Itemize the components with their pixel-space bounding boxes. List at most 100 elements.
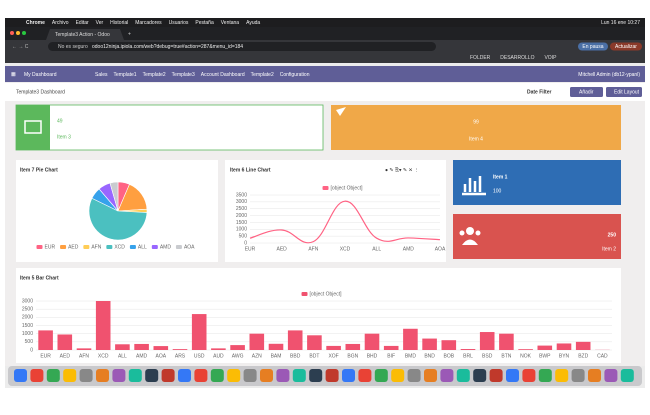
dock-icon[interactable] bbox=[47, 369, 60, 382]
tile-value: 99 bbox=[473, 119, 479, 125]
dock-icon[interactable] bbox=[129, 369, 142, 382]
url[interactable]: odoo12ninja.ipiola.com/web?debug=true#ac… bbox=[92, 44, 243, 50]
dock-icon[interactable] bbox=[211, 369, 224, 382]
dock-icon[interactable] bbox=[293, 369, 306, 382]
bar bbox=[307, 335, 322, 350]
dock-icon[interactable] bbox=[391, 369, 404, 382]
dock-icon[interactable] bbox=[244, 369, 257, 382]
x-tick-label: USD bbox=[194, 353, 205, 359]
bookmark[interactable]: FOLDER bbox=[470, 55, 491, 61]
dock-icon[interactable] bbox=[408, 369, 421, 382]
dock-icon[interactable] bbox=[96, 369, 109, 382]
security[interactable]: No es seguro bbox=[58, 44, 88, 50]
x-tick-label: AFN bbox=[308, 246, 318, 252]
dock-icon[interactable] bbox=[572, 369, 585, 382]
panel-tools[interactable]: ● ✎ ⎘▾ ✎ ✕ ⋮ bbox=[385, 167, 419, 173]
legend-swatch bbox=[302, 292, 308, 296]
dock-icon[interactable] bbox=[621, 369, 634, 382]
legend-label: [object Object] bbox=[331, 185, 364, 191]
x-tick-label: BOB bbox=[444, 353, 455, 359]
dock-icon[interactable] bbox=[506, 369, 519, 382]
dock-icon[interactable] bbox=[539, 369, 552, 382]
menu-item[interactable]: Ventana bbox=[221, 20, 240, 26]
dock-icon[interactable] bbox=[162, 369, 175, 382]
legend-swatch bbox=[37, 245, 43, 249]
dock-icon[interactable] bbox=[112, 369, 125, 382]
date-filter[interactable]: Date Filter bbox=[527, 90, 552, 96]
dock-icon[interactable] bbox=[440, 369, 453, 382]
legend-label: [object Object] bbox=[310, 291, 343, 297]
min-dot[interactable] bbox=[16, 31, 20, 35]
tile[interactable] bbox=[16, 105, 323, 150]
menu-item[interactable]: Historial bbox=[110, 20, 128, 26]
dock-icon[interactable] bbox=[457, 369, 470, 382]
dock-icon[interactable] bbox=[522, 369, 535, 382]
dock-icon[interactable] bbox=[555, 369, 568, 382]
new-tab[interactable]: + bbox=[128, 31, 131, 37]
bookmark[interactable]: DESARROLLO bbox=[500, 55, 534, 61]
dock-icon[interactable] bbox=[604, 369, 617, 382]
tile[interactable] bbox=[453, 160, 621, 205]
pause[interactable]: En pausa bbox=[582, 44, 603, 50]
tab-title[interactable]: Template3 Action - Odoo bbox=[55, 32, 110, 38]
dock-icon[interactable] bbox=[375, 369, 388, 382]
apps-icon[interactable]: ▦ bbox=[11, 71, 16, 77]
user[interactable]: Mitchell Admin (db12-ypanl) bbox=[578, 72, 640, 78]
legend-label: ALL bbox=[138, 244, 147, 250]
bar bbox=[576, 342, 591, 350]
dock-icon[interactable] bbox=[588, 369, 601, 382]
nav-menu[interactable]: Template2 bbox=[143, 72, 166, 78]
menu-item[interactable]: Archivo bbox=[52, 20, 69, 26]
menu-item[interactable]: Editar bbox=[76, 20, 89, 26]
dock-icon[interactable] bbox=[14, 369, 27, 382]
nav-menu[interactable]: Sales bbox=[95, 72, 108, 78]
menu-item[interactable]: Ver bbox=[96, 20, 104, 26]
dock-icon[interactable] bbox=[424, 369, 437, 382]
dock-icon[interactable] bbox=[490, 369, 503, 382]
menu-item[interactable]: Usuarios bbox=[169, 20, 189, 26]
bar bbox=[422, 339, 437, 350]
add[interactable]: Añadir bbox=[579, 90, 594, 96]
max-dot[interactable] bbox=[22, 31, 26, 35]
nav-menu[interactable]: Template1 bbox=[114, 72, 137, 78]
nav-menu[interactable]: Template3 bbox=[172, 72, 195, 78]
dock-icon[interactable] bbox=[30, 369, 43, 382]
dock-icon[interactable] bbox=[194, 369, 207, 382]
x-tick-label: BIF bbox=[387, 353, 395, 359]
dock-icon[interactable] bbox=[473, 369, 486, 382]
tile[interactable] bbox=[453, 214, 621, 259]
update[interactable]: Actualizar bbox=[615, 44, 637, 50]
nav-menu[interactable]: Account Dashboard bbox=[201, 72, 245, 78]
menu-item[interactable]: Pestaña bbox=[195, 20, 214, 26]
dock-icon[interactable] bbox=[326, 369, 339, 382]
y-tick-label: 2500 bbox=[236, 206, 247, 212]
menu-item[interactable]: Chrome bbox=[26, 20, 45, 26]
dock-icon[interactable] bbox=[145, 369, 158, 382]
dock-icon[interactable] bbox=[309, 369, 322, 382]
bar bbox=[154, 346, 169, 350]
bookmark[interactable]: VOIP bbox=[544, 55, 557, 61]
dock-icon[interactable] bbox=[276, 369, 289, 382]
menu-item[interactable]: Marcadores bbox=[135, 20, 162, 26]
tile-label: Item 3 bbox=[57, 134, 71, 140]
nav-menu[interactable]: Template2 bbox=[251, 72, 274, 78]
tile[interactable] bbox=[331, 105, 621, 150]
dock-icon[interactable] bbox=[178, 369, 191, 382]
menu-item[interactable]: Ayuda bbox=[246, 20, 260, 26]
dock-icon[interactable] bbox=[260, 369, 273, 382]
dock-icon[interactable] bbox=[63, 369, 76, 382]
dock-icon[interactable] bbox=[227, 369, 240, 382]
close-dot[interactable] bbox=[10, 31, 14, 35]
x-tick-label: XCD bbox=[340, 246, 351, 252]
dock-icon[interactable] bbox=[358, 369, 371, 382]
nav-buttons[interactable]: ← → C bbox=[12, 44, 29, 50]
y-tick-label: 2500 bbox=[22, 306, 33, 312]
x-tick-label: AED bbox=[277, 246, 288, 252]
x-tick-label: ALL bbox=[372, 246, 381, 252]
app-name[interactable]: My Dashboard bbox=[24, 72, 57, 78]
dock-icon[interactable] bbox=[342, 369, 355, 382]
dock-icon[interactable] bbox=[80, 369, 93, 382]
edit-layout[interactable]: Edit Layout bbox=[614, 90, 640, 96]
nav-menu[interactable]: Configuration bbox=[280, 72, 310, 78]
